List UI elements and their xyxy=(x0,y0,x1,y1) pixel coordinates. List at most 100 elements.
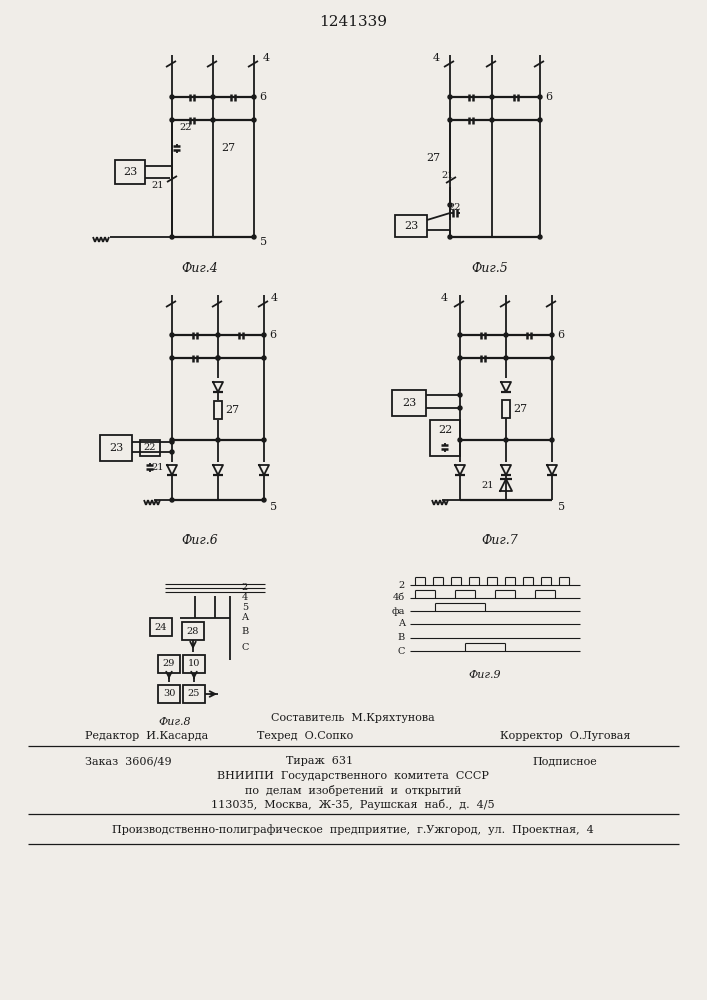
Circle shape xyxy=(550,333,554,337)
Circle shape xyxy=(211,95,215,99)
Text: 4: 4 xyxy=(262,53,269,63)
Text: Тираж  631: Тираж 631 xyxy=(286,756,354,766)
Text: 6: 6 xyxy=(557,330,565,340)
Text: 27: 27 xyxy=(221,143,235,153)
Circle shape xyxy=(458,406,462,410)
Circle shape xyxy=(538,235,542,239)
Text: 4б: 4б xyxy=(393,593,405,602)
Text: Производственно-полиграфическое  предприятие,  г.Ужгород,  ул.  Проектная,  4: Производственно-полиграфическое предприя… xyxy=(112,825,594,835)
Circle shape xyxy=(490,95,494,99)
Text: 22: 22 xyxy=(144,444,156,452)
Circle shape xyxy=(262,333,266,337)
Circle shape xyxy=(170,356,174,360)
Text: 24: 24 xyxy=(155,622,168,632)
Circle shape xyxy=(490,118,494,122)
Text: 25: 25 xyxy=(188,690,200,698)
Circle shape xyxy=(252,235,256,239)
Circle shape xyxy=(538,95,542,99)
Bar xyxy=(395,215,427,237)
Text: Фиг.6: Фиг.6 xyxy=(182,534,218,546)
Bar xyxy=(502,400,510,418)
Text: ВНИИПИ  Государственного  комитета  СССР: ВНИИПИ Государственного комитета СССР xyxy=(217,771,489,781)
Text: 4: 4 xyxy=(271,293,278,303)
Circle shape xyxy=(170,498,174,502)
Text: 1241339: 1241339 xyxy=(319,15,387,29)
Bar xyxy=(214,401,222,419)
Circle shape xyxy=(216,356,220,360)
Text: Редактор  И.Касарда: Редактор И.Касарда xyxy=(85,731,209,741)
Bar xyxy=(158,685,180,703)
Circle shape xyxy=(252,118,256,122)
Circle shape xyxy=(458,438,462,442)
Bar xyxy=(182,622,204,640)
Text: 22: 22 xyxy=(180,123,192,132)
Text: Фиг.9: Фиг.9 xyxy=(469,670,501,680)
Circle shape xyxy=(448,203,452,207)
Circle shape xyxy=(170,450,174,454)
Circle shape xyxy=(448,235,452,239)
Text: 22: 22 xyxy=(438,425,452,435)
Bar xyxy=(115,160,145,184)
Text: 5: 5 xyxy=(242,602,248,611)
Text: 21: 21 xyxy=(481,481,494,489)
Circle shape xyxy=(458,333,462,337)
Text: 21: 21 xyxy=(442,170,455,180)
Text: 23: 23 xyxy=(109,443,123,453)
Text: 22: 22 xyxy=(449,202,461,212)
Circle shape xyxy=(458,393,462,397)
Circle shape xyxy=(538,118,542,122)
Circle shape xyxy=(458,356,462,360)
Text: 27: 27 xyxy=(426,153,440,163)
Circle shape xyxy=(216,356,220,360)
Circle shape xyxy=(504,438,508,442)
Text: A: A xyxy=(398,619,405,629)
Bar xyxy=(430,420,460,456)
Text: 113035,  Москва,  Ж-35,  Раушская  наб.,  д.  4/5: 113035, Москва, Ж-35, Раушская наб., д. … xyxy=(211,798,495,810)
Text: Фиг.8: Фиг.8 xyxy=(158,717,192,727)
Text: C: C xyxy=(241,643,249,652)
Circle shape xyxy=(216,438,220,442)
Text: B: B xyxy=(241,628,249,637)
Text: 6: 6 xyxy=(269,330,276,340)
Circle shape xyxy=(550,438,554,442)
Circle shape xyxy=(448,118,452,122)
Text: C: C xyxy=(397,647,405,656)
Circle shape xyxy=(170,95,174,99)
Text: 28: 28 xyxy=(187,626,199,636)
Text: 10: 10 xyxy=(188,660,200,668)
Circle shape xyxy=(504,333,508,337)
Text: 21: 21 xyxy=(152,182,164,190)
Bar xyxy=(392,390,426,416)
Text: 5: 5 xyxy=(260,237,267,247)
Circle shape xyxy=(170,118,174,122)
Text: 30: 30 xyxy=(163,690,175,698)
Bar xyxy=(183,685,205,703)
Text: 4: 4 xyxy=(242,592,248,601)
Text: Составитель  М.Кряхтунова: Составитель М.Кряхтунова xyxy=(271,713,435,723)
Bar xyxy=(140,440,160,456)
Text: 4: 4 xyxy=(440,293,448,303)
Circle shape xyxy=(170,438,174,442)
Text: Фиг.5: Фиг.5 xyxy=(472,261,508,274)
Circle shape xyxy=(262,438,266,442)
Text: 5: 5 xyxy=(559,502,566,512)
Text: 21: 21 xyxy=(152,464,164,473)
Circle shape xyxy=(448,95,452,99)
Circle shape xyxy=(252,95,256,99)
Bar xyxy=(158,655,180,673)
Text: Техред  О.Сопко: Техред О.Сопко xyxy=(257,731,353,741)
Circle shape xyxy=(504,356,508,360)
Circle shape xyxy=(170,333,174,337)
Text: 23: 23 xyxy=(402,398,416,408)
Text: Фиг.7: Фиг.7 xyxy=(481,534,518,546)
Text: 27: 27 xyxy=(225,405,239,415)
Bar xyxy=(150,618,172,636)
Circle shape xyxy=(262,498,266,502)
Circle shape xyxy=(170,235,174,239)
Text: Корректор  О.Луговая: Корректор О.Луговая xyxy=(500,731,630,741)
Circle shape xyxy=(216,333,220,337)
Text: 23: 23 xyxy=(404,221,418,231)
Circle shape xyxy=(170,440,174,444)
Bar xyxy=(183,655,205,673)
Bar xyxy=(100,435,132,461)
